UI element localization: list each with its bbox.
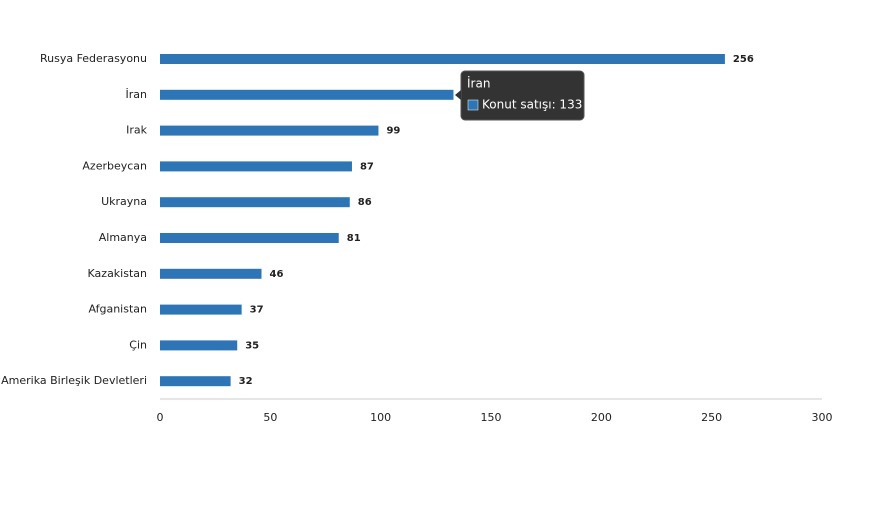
tooltip-title: İran [467,76,490,91]
y-tick-label: Ukrayna [101,195,147,208]
bar [160,54,725,64]
x-tick-label: 0 [157,411,164,424]
y-tick-label: İran [126,88,148,101]
bar [160,233,339,243]
y-tick-label: Kazakistan [88,267,147,280]
value-label: 86 [358,197,372,208]
bar [160,376,231,387]
y-tick-label: Irak [126,124,148,137]
bar [160,304,242,315]
value-label: 46 [270,269,284,280]
bar [160,197,350,208]
value-label: 87 [360,161,374,172]
y-tick-label: Çin [129,338,147,351]
tooltip: İran Konut satışı: 133 [455,70,585,121]
y-tick-label: Azerbeycan [82,159,147,172]
tooltip-swatch [467,99,479,111]
bar [160,125,379,136]
y-tick-label: Almanya [99,231,147,244]
y-tick-label: Afganistan [88,303,147,316]
y-tick-label: Amerika Birleşik Devletleri [1,374,147,387]
x-tick-label: 300 [812,411,833,424]
value-label: 35 [245,340,259,351]
value-label: 32 [239,376,253,387]
bar [160,268,262,279]
value-label: 37 [250,305,264,316]
value-label: 81 [347,233,361,244]
x-tick-label: 100 [370,411,391,424]
y-tick-label: Rusya Federasyonu [40,52,147,65]
bar [160,340,238,351]
x-tick-label: 200 [591,411,612,424]
bar [160,89,454,100]
x-tick-label: 150 [481,411,502,424]
value-label: 256 [733,54,754,65]
x-tick-label: 50 [263,411,277,424]
tooltip-text: Konut satışı: 133 [482,98,582,112]
value-label: 99 [386,126,400,137]
bar [160,161,352,172]
tooltip-pointer [455,90,461,100]
x-tick-label: 250 [701,411,722,424]
